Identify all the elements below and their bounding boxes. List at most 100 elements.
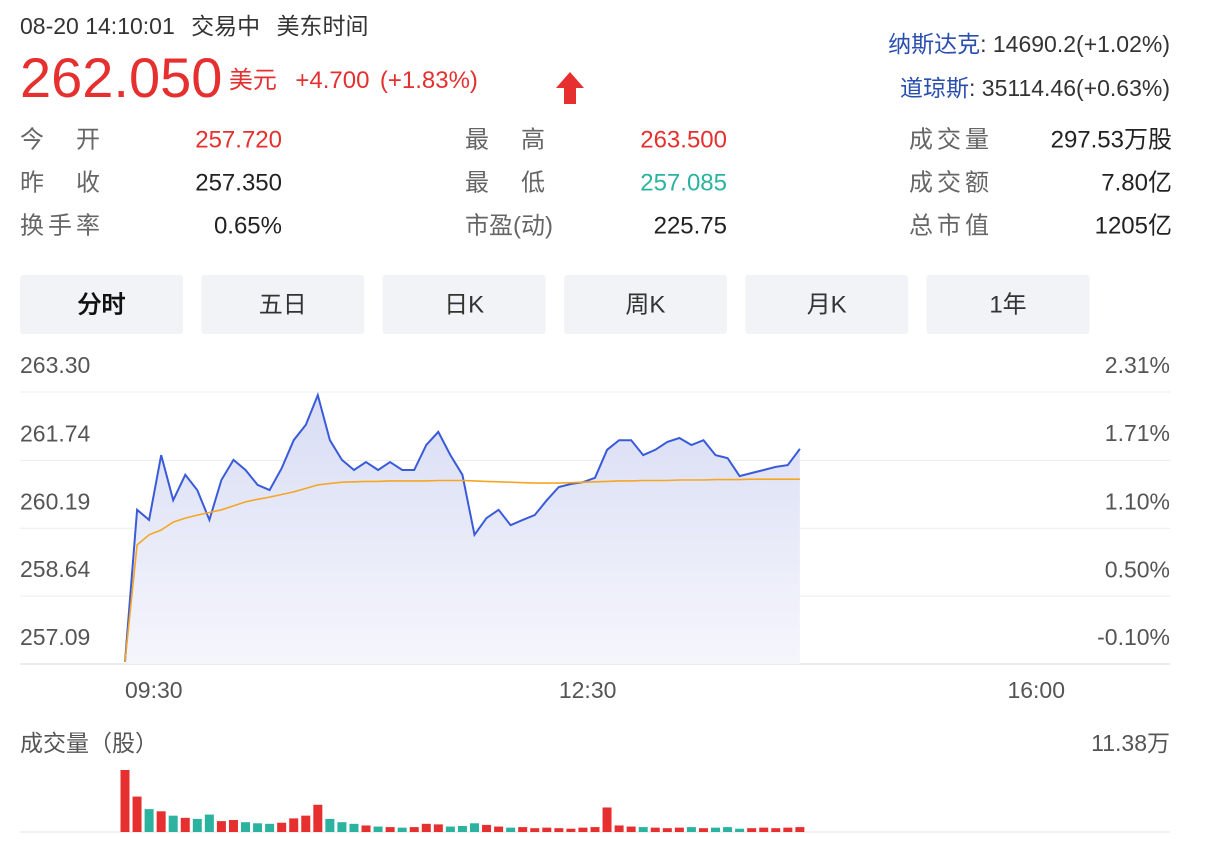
stat-value: 257.085 [640,169,727,196]
volume-bar [144,809,154,832]
volume-bar [120,770,130,832]
tab[interactable] [926,275,1090,334]
volume-bar [686,827,696,832]
tab-label[interactable]: 月K [807,291,847,318]
volume-bar [711,827,721,832]
stat-value: 0.65% [214,212,282,239]
tab[interactable] [745,275,909,334]
volume-bar [349,823,359,832]
volume-bar [253,823,263,832]
y-tick-label: 260.19 [20,488,90,514]
volume-bar [385,827,395,832]
volume-bar [602,807,612,832]
stat-value: 297.53万股 [1051,126,1172,153]
up-arrow [556,72,584,104]
volume-bar [216,821,226,832]
volume-bar [530,828,540,832]
volume-bar [518,827,528,832]
volume-bar [325,818,335,832]
stat-label: 最低 [465,169,545,196]
tab-label[interactable]: 周K [625,291,665,318]
volume-bar [204,814,214,832]
volume-bar [265,823,275,832]
stat-value: 1205亿 [1095,212,1172,239]
volume-bar [277,822,287,832]
volume-bar [662,828,672,832]
volume-bar [638,827,648,832]
change: +4.700 [295,67,369,94]
volume-bar [506,827,516,832]
volume-bar [578,827,588,832]
status: 交易中 [191,13,260,39]
tab-label[interactable]: 1年 [989,291,1026,318]
header-line: 08-20 14:10:01 交易中 美东时间 [20,13,369,39]
tab[interactable] [201,275,365,334]
x-tick-label: 09:30 [125,677,183,703]
volume-bar [469,823,479,832]
volume-bar [313,804,323,832]
y2-tick-label: 2.31% [1105,352,1170,378]
stat-label: 昨收 [20,169,100,196]
datetime: 08-20 14:10:01 [20,13,175,39]
volume-title: 成交量（股） [20,730,158,756]
index-value: : 35114.46(+0.63%) [969,75,1170,101]
volume-bar [289,818,299,832]
tab[interactable] [20,275,183,334]
timezone: 美东时间 [277,13,369,39]
index-row: 纳斯达克: 14690.2(+1.02%) [888,31,1170,57]
stat-label: 市盈(动) [465,212,553,239]
volume-bar [542,827,552,832]
volume-bar [421,823,431,832]
volume-bar [650,827,660,832]
y-tick-label: 258.64 [20,556,91,582]
volume-bar [614,825,624,832]
volume-bar [590,827,600,832]
tab-label[interactable]: 分时 [78,291,126,318]
index-name[interactable]: 纳斯达克 [888,31,980,57]
y2-tick-label: -0.10% [1097,624,1170,650]
tab[interactable] [563,275,727,334]
volume-bar [554,828,564,832]
volume-bar [180,817,190,832]
x-tick-label: 16:00 [1007,677,1065,703]
volume-bar [373,826,383,832]
volume-bar [457,826,467,832]
y-tick-label: 263.30 [20,352,90,378]
volume-bar [433,824,443,832]
tab-label[interactable]: 日K [444,291,484,318]
y2-tick-label: 1.71% [1105,420,1170,446]
volume-bar [361,825,371,832]
volume-bar [482,824,492,832]
volume-bar [566,828,576,832]
volume-bar [747,828,757,832]
tab[interactable] [382,275,546,334]
y-tick-label: 261.74 [20,420,91,446]
currency: 美元 [229,67,277,94]
stat-value: 257.350 [195,169,282,196]
volume-bar [192,818,202,832]
stat-value: 225.75 [654,212,727,239]
stat-label: 总市值 [909,212,989,239]
volume-bar [132,796,142,832]
y-tick-label: 257.09 [20,624,90,650]
volume-bar [735,828,745,832]
stat-value: 257.720 [195,126,282,153]
volume-max-label: 11.38万 [1091,730,1170,756]
stat-label: 最高 [465,126,545,153]
volume-bar [674,827,684,832]
volume-bar [723,827,733,832]
index-name[interactable]: 道琼斯 [900,75,969,101]
volume-bar [795,827,805,832]
x-tick-label: 12:30 [559,677,617,703]
tab-label[interactable]: 五日 [259,291,307,318]
price: 262.050 [20,46,222,109]
change-pct: (+1.83%) [380,67,478,94]
volume-bar [156,811,166,832]
stat-label: 今开 [20,126,100,153]
stat-label: 换手率 [20,212,100,239]
volume-bar [494,826,504,832]
y2-tick-label: 0.50% [1105,556,1170,582]
volume-bar [626,826,636,832]
stat-value: 263.500 [640,126,727,153]
